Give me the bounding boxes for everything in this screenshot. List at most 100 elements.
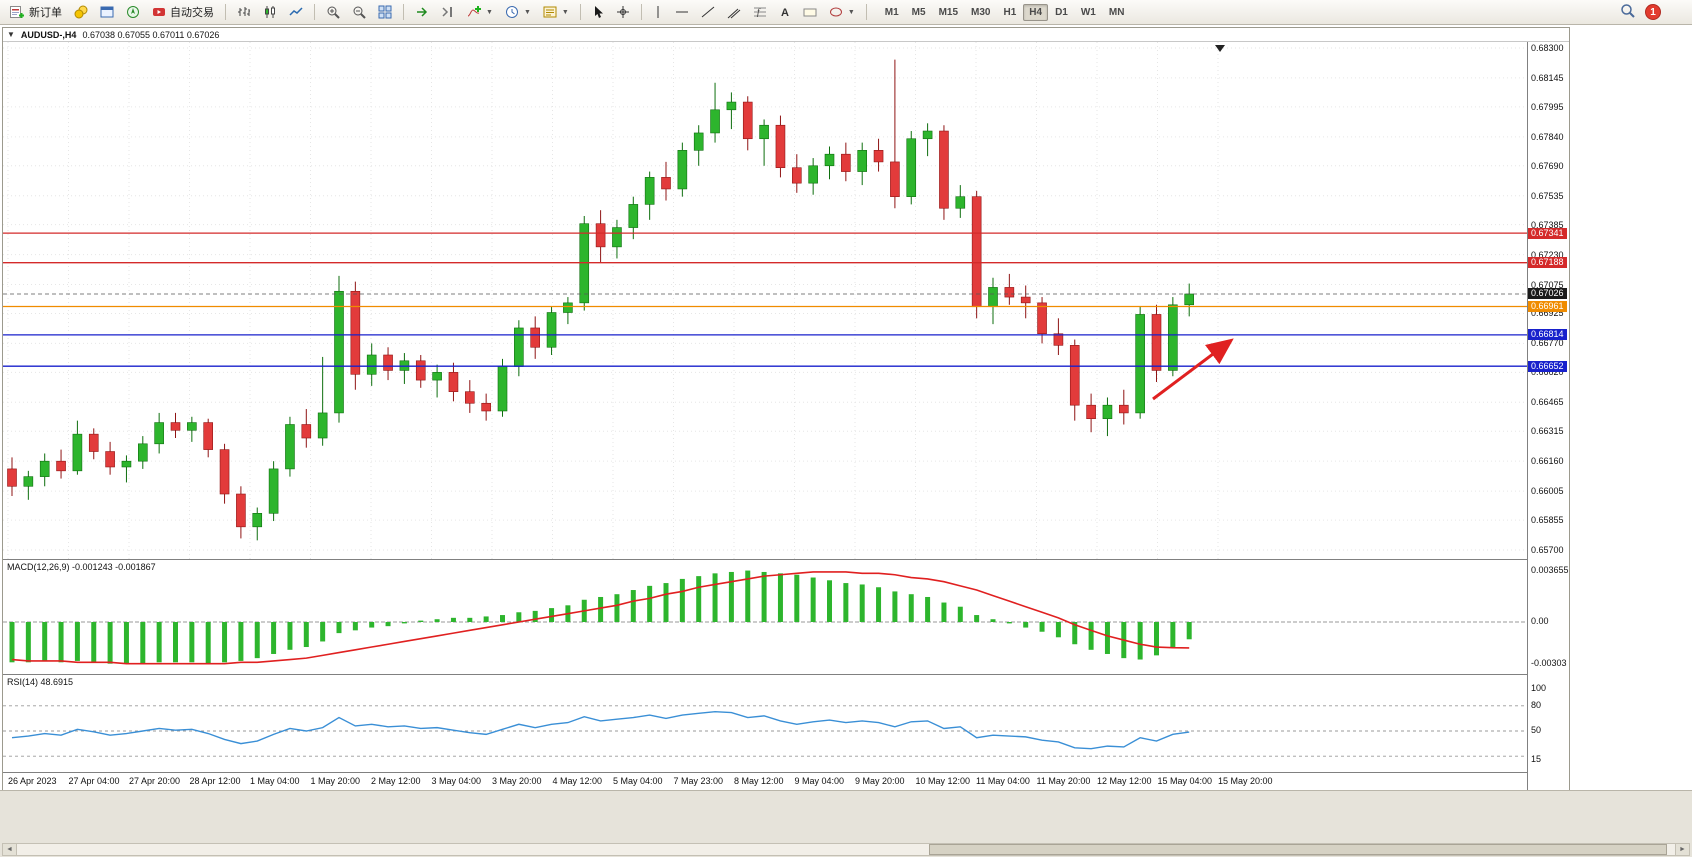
label-tool-button[interactable] xyxy=(798,2,822,22)
macd-histogram-bar xyxy=(859,584,865,622)
candle xyxy=(563,302,573,313)
macd-histogram-bar xyxy=(107,622,113,664)
time-axis-label: 12 May 12:00 xyxy=(1097,776,1152,786)
price-axis-label: 0.67840 xyxy=(1531,131,1564,142)
bar-chart-button[interactable] xyxy=(232,2,256,22)
scroll-right-button[interactable]: ► xyxy=(1675,844,1689,855)
market-watch-button[interactable] xyxy=(69,2,93,22)
tile-windows-button[interactable] xyxy=(373,2,397,22)
candle xyxy=(88,433,99,452)
text-tool-button[interactable]: A xyxy=(774,2,796,22)
cursor-tool-button[interactable] xyxy=(587,2,609,22)
timeframe-button-m1[interactable]: M1 xyxy=(884,6,899,18)
timeframe-button-w1[interactable]: W1 xyxy=(1080,6,1096,18)
macd-histogram-bar xyxy=(434,619,440,622)
macd-histogram-bar xyxy=(990,619,996,622)
hline-price-tag[interactable]: 0.66814 xyxy=(1528,329,1567,341)
timeframe-button-m5[interactable]: M5 xyxy=(911,6,926,18)
chart-symbol-title: AUDUSD-,H4 xyxy=(20,29,77,40)
trendline-tool-button[interactable] xyxy=(696,2,720,22)
toolbar-separator xyxy=(403,4,404,20)
rsi-axis-label: 80 xyxy=(1531,699,1542,710)
horizontal-line-tool-button[interactable] xyxy=(670,2,694,22)
macd-histogram-bar xyxy=(42,622,48,661)
scrollbar-thumb[interactable] xyxy=(928,844,1667,855)
templates-button[interactable]: ▼ xyxy=(538,2,574,22)
macd-histogram-bar xyxy=(467,617,473,622)
timeframe-button-h4[interactable]: H4 xyxy=(1023,3,1049,21)
macd-histogram-bar xyxy=(287,622,293,650)
price-chart[interactable] xyxy=(3,42,1527,559)
timeframe-button-mn[interactable]: MN xyxy=(1108,6,1125,18)
macd-axis-label: 0.003655 xyxy=(1531,565,1569,576)
hline-price-tag[interactable]: 0.67341 xyxy=(1528,227,1567,239)
macd-histogram-bar xyxy=(1170,622,1176,648)
timeframe-button-h1[interactable]: H1 xyxy=(1003,6,1017,18)
price-axis-label: 0.67385 xyxy=(1531,219,1564,230)
zoom-out-button[interactable] xyxy=(347,2,371,22)
price-axis-label: 0.68145 xyxy=(1531,72,1564,83)
macd-histogram-bar xyxy=(271,622,277,654)
line-chart-button[interactable] xyxy=(284,2,308,22)
macd-histogram-bar xyxy=(1039,622,1045,632)
time-axis-label: 8 May 12:00 xyxy=(734,776,784,786)
macd-histogram-bar xyxy=(876,587,882,622)
macd-histogram-bar xyxy=(91,622,97,663)
hline-price-tag[interactable]: 0.67188 xyxy=(1528,257,1567,269)
timeframe-button-d1[interactable]: D1 xyxy=(1055,6,1068,18)
shapes-icon xyxy=(829,7,842,17)
timeframe-button-m30[interactable]: M30 xyxy=(971,6,991,18)
chart-shift-button[interactable] xyxy=(436,2,460,22)
current-price-tag[interactable]: 0.67026 xyxy=(1528,288,1567,300)
crosshair-tool-button[interactable] xyxy=(611,2,635,22)
search-icon[interactable] xyxy=(1620,3,1635,21)
price-axis-label: 0.68300 xyxy=(1531,43,1564,53)
macd-histogram-bar xyxy=(1023,622,1029,628)
indicators-button[interactable]: ▼ xyxy=(462,2,498,22)
macd-histogram-bar xyxy=(369,622,375,628)
horizontal-scrollbar[interactable]: ◄ ► xyxy=(2,843,1690,856)
candlestick-chart-button[interactable] xyxy=(258,2,282,22)
vertical-line-tool-button[interactable] xyxy=(648,2,668,22)
notification-badge[interactable]: 1 xyxy=(1645,4,1661,20)
autotrading-button[interactable]: 自动交易 xyxy=(147,2,219,22)
macd-histogram-bar xyxy=(123,622,129,664)
new-order-button[interactable]: 新订单 xyxy=(5,2,67,22)
navigator-button[interactable] xyxy=(121,2,145,22)
price-axis[interactable]: 0.68300 0.68145 0.67995 0.67840 0.67690 0.675… xyxy=(1527,42,1569,790)
candle xyxy=(1102,404,1113,420)
timeframe-button-m15[interactable]: M15 xyxy=(938,6,959,18)
macd-histogram-bar xyxy=(385,622,391,627)
market-watch-icon xyxy=(74,5,88,19)
periods-button[interactable]: ▼ xyxy=(500,2,536,22)
time-axis[interactable]: 26 Apr 2023 27 Apr 04:00 27 Apr 20:00 28 Ap… xyxy=(3,772,1527,790)
candle xyxy=(612,227,622,248)
shapes-tool-button[interactable]: ▼ xyxy=(824,2,860,22)
candle xyxy=(1020,296,1031,304)
macd-histogram-bar xyxy=(745,570,751,622)
candle xyxy=(1086,404,1096,420)
candle xyxy=(906,138,917,197)
scrollbar-track[interactable] xyxy=(17,844,1675,855)
channel-tool-button[interactable] xyxy=(722,2,746,22)
scroll-left-button[interactable]: ◄ xyxy=(3,844,17,855)
macd-label: MACD(12,26,9) xyxy=(7,562,70,572)
zoom-in-button[interactable] xyxy=(321,2,345,22)
trend-arrow-annotation[interactable] xyxy=(1152,338,1234,401)
hline-price-tag[interactable]: 0.66652 xyxy=(1528,360,1567,372)
data-window-button[interactable] xyxy=(95,2,119,22)
candle xyxy=(955,196,966,209)
price-axis-label: 0.66925 xyxy=(1531,308,1564,319)
chart-dropdown-icon[interactable]: ▼ xyxy=(7,30,15,39)
time-axis-label: 9 May 20:00 xyxy=(855,776,905,786)
candle xyxy=(890,161,900,197)
fibonacci-tool-button[interactable]: f xyxy=(748,2,772,22)
rsi-line xyxy=(11,710,1190,750)
auto-scroll-button[interactable] xyxy=(410,2,434,22)
candle xyxy=(661,177,671,190)
macd-histogram-bar xyxy=(1088,622,1094,650)
macd-histogram-bar xyxy=(843,583,849,622)
hline-price-tag[interactable]: 0.66961 xyxy=(1528,301,1567,313)
macd-histogram-bar xyxy=(254,622,260,659)
candle xyxy=(56,460,66,472)
